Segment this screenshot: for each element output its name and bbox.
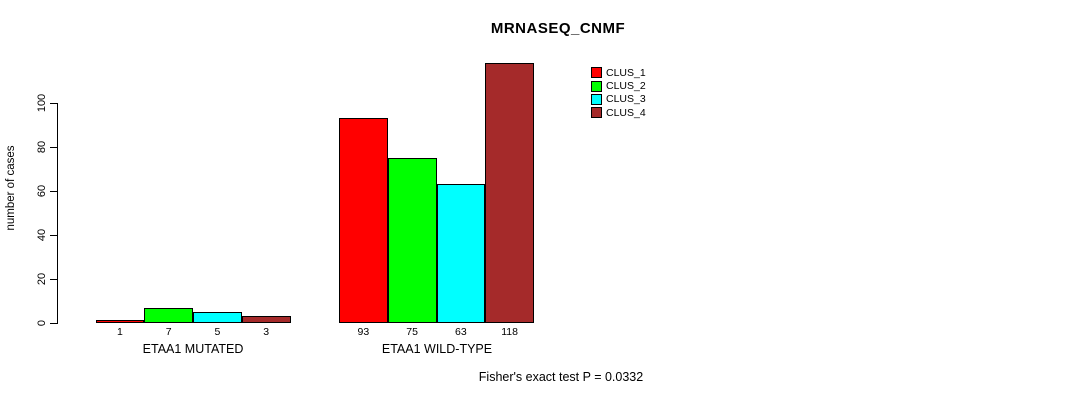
bar-clus_3-group1	[193, 312, 242, 323]
y-axis-tick	[50, 279, 57, 280]
bar-clus_4-group2	[485, 63, 534, 323]
bar-value-label: 118	[501, 326, 518, 338]
y-axis-tick-label: 100	[36, 93, 48, 113]
legend-swatch-clus-2	[591, 80, 602, 92]
bar-value-label: 1	[116, 326, 123, 338]
legend-swatch-clus-4	[591, 107, 602, 119]
y-axis-tick-label: 0	[36, 319, 48, 327]
y-axis-label: number of cases	[5, 145, 17, 231]
legend-label: CLUS_3	[606, 93, 646, 106]
bar-clus_3-group2	[436, 184, 486, 323]
legend-swatch-clus-1	[591, 67, 602, 79]
y-axis-tick-label: 20	[36, 272, 48, 286]
legend-item: CLUS_2	[591, 79, 646, 92]
y-axis-line	[57, 103, 58, 324]
y-axis-tick	[50, 103, 57, 104]
bar-clus_1-group2	[339, 118, 388, 323]
group-label-mutated: ETAA1 MUTATED	[142, 342, 244, 356]
y-axis-tick	[50, 147, 57, 148]
legend-item: CLUS_1	[591, 66, 646, 79]
bar-value-label: 63	[455, 326, 467, 338]
legend-label: CLUS_1	[606, 66, 646, 79]
legend-item: CLUS_4	[591, 106, 646, 119]
bar-clus_2-group1	[144, 308, 193, 323]
legend-label: CLUS_2	[606, 80, 646, 93]
y-axis-tick	[50, 323, 57, 324]
bar-clus_4-group1	[241, 316, 291, 323]
chart-title: MRNASEQ_CNMF	[490, 20, 626, 37]
y-axis-tick	[50, 235, 57, 236]
y-axis-tick	[50, 191, 57, 192]
y-axis-tick-label: 40	[36, 228, 48, 242]
bar-value-label: 3	[263, 326, 270, 338]
group-label-wild-type: ETAA1 WILD-TYPE	[381, 342, 493, 356]
legend-swatch-clus-3	[591, 93, 602, 105]
y-axis-tick-label: 60	[36, 184, 48, 198]
bar-clus_1-group1	[95, 320, 145, 323]
bar-value-label: 7	[165, 326, 172, 338]
bar-value-label: 93	[357, 326, 370, 338]
annotation-text: Fisher's exact test P = 0.0332	[478, 370, 644, 384]
bar-clus_2-group2	[387, 158, 437, 323]
legend: CLUS_1 CLUS_2 CLUS_3 CLUS_4	[591, 66, 646, 120]
legend-label: CLUS_4	[606, 106, 646, 119]
bar-value-label: 75	[406, 326, 418, 338]
legend-item: CLUS_3	[591, 93, 646, 106]
y-axis-tick-label: 80	[36, 140, 48, 154]
bar-value-label: 5	[214, 326, 221, 338]
